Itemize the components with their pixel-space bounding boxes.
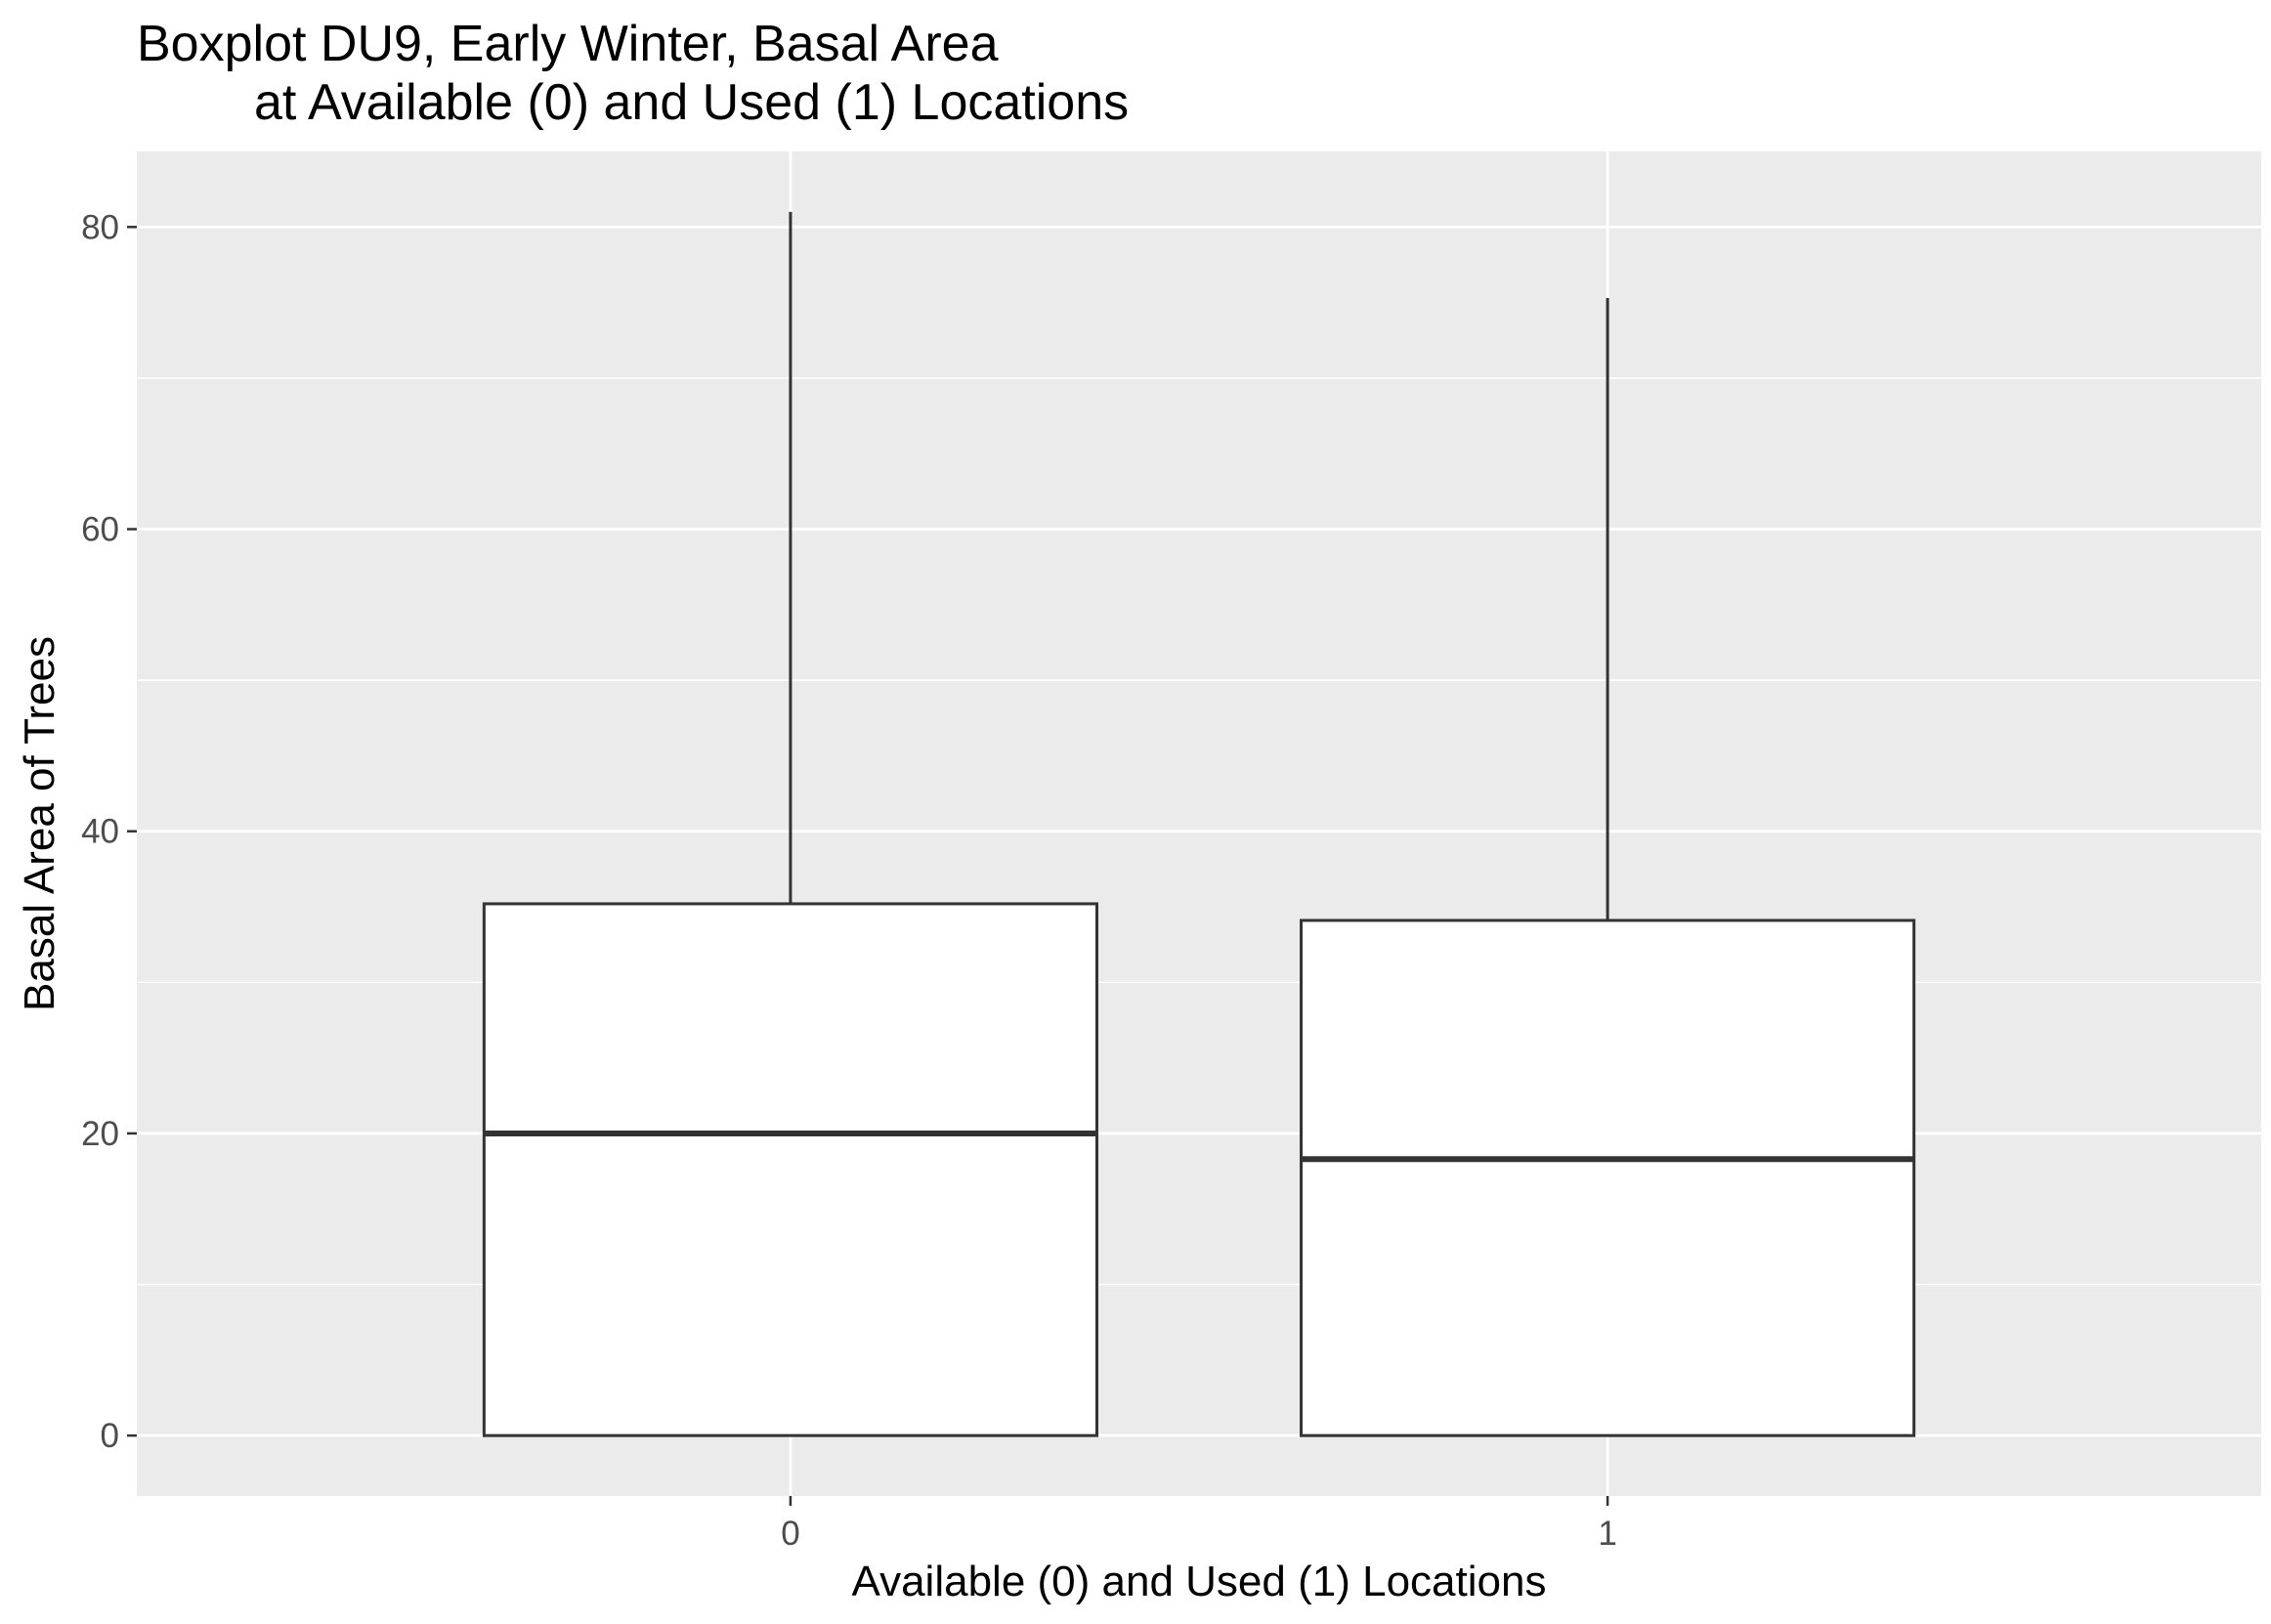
x-tick-label: 1 (1598, 1515, 1616, 1553)
x-tick-label: 0 (781, 1515, 799, 1553)
chart-subtitle: at Available (0) and Used (1) Locations (254, 74, 1129, 131)
y-tick-label: 80 (81, 208, 119, 246)
box-1 (1300, 297, 1916, 1437)
y-tick-label: 20 (81, 1115, 119, 1153)
y-axis-title: Basal Area of Trees (16, 636, 64, 1011)
box-0 (482, 211, 1098, 1437)
chart-title: Boxplot DU9, Early Winter, Basal Area (137, 16, 999, 72)
box-iqr (1300, 919, 1916, 1437)
y-axis: 0 20 40 60 80 (81, 208, 137, 1455)
x-axis-title: Available (0) and Used (1) Locations (852, 1558, 1547, 1605)
plot-panel (137, 151, 2261, 1496)
box-iqr (482, 902, 1098, 1437)
y-tick-label: 40 (81, 813, 119, 851)
y-tick-label: 0 (101, 1417, 119, 1455)
boxes-layer (482, 211, 1916, 1437)
y-tick-label: 60 (81, 511, 119, 549)
